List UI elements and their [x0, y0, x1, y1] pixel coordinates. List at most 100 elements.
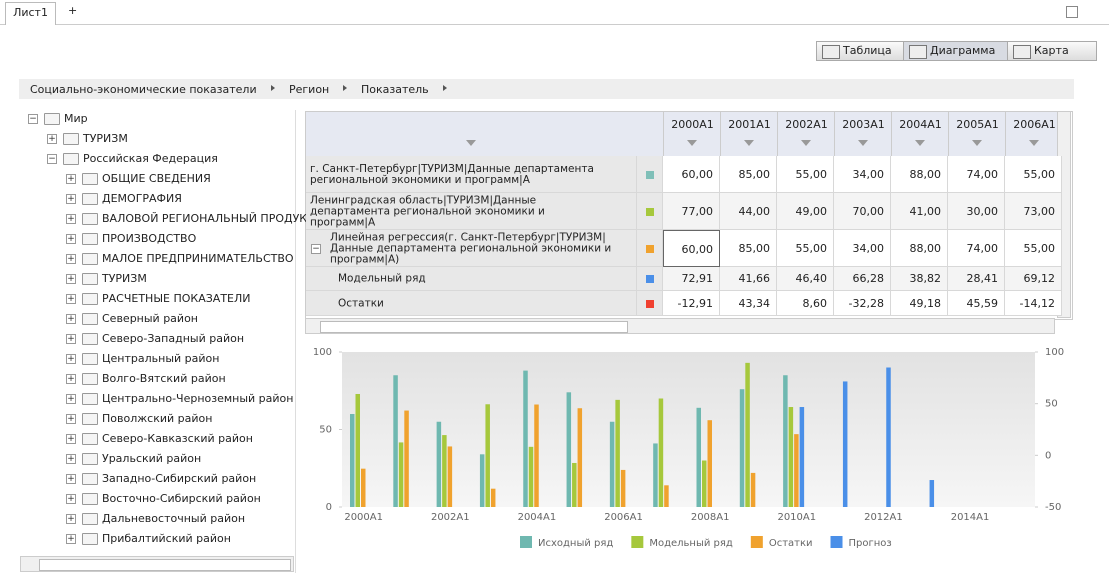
value-cell[interactable]: 38,82 — [891, 267, 948, 291]
value-cell[interactable]: 46,40 — [777, 267, 834, 291]
value-cell[interactable]: 70,00 — [834, 193, 891, 230]
value-cell[interactable]: 41,66 — [720, 267, 777, 291]
breadcrumb-arrow[interactable] — [343, 85, 347, 91]
tree-toggle[interactable]: − — [47, 154, 57, 164]
value-cell[interactable]: 30,00 — [948, 193, 1005, 230]
filter-icon[interactable] — [1029, 140, 1039, 146]
value-cell[interactable]: -32,28 — [834, 291, 891, 316]
tree-item[interactable]: Поволжский район — [102, 412, 213, 425]
value-cell[interactable]: 85,00 — [720, 230, 777, 267]
tree-toggle[interactable]: + — [66, 274, 76, 284]
tree-item[interactable]: Российская Федерация — [83, 152, 218, 165]
tree-toggle[interactable]: + — [66, 214, 76, 224]
filter-icon[interactable] — [972, 140, 982, 146]
value-cell[interactable]: 88,00 — [891, 230, 948, 267]
column-header-label[interactable]: 2005A1 — [956, 118, 999, 131]
tree-item[interactable]: ТУРИЗМ — [102, 272, 147, 285]
value-cell[interactable]: 44,00 — [720, 193, 777, 230]
value-cell[interactable]: 74,00 — [948, 230, 1005, 267]
value-cell[interactable]: 66,28 — [834, 267, 891, 291]
menu-icon[interactable] — [1066, 6, 1078, 18]
tree-toggle[interactable]: + — [66, 234, 76, 244]
value-cell[interactable]: 55,00 — [1005, 230, 1062, 267]
tree-toggle[interactable]: + — [47, 134, 57, 144]
filter-icon[interactable] — [801, 140, 811, 146]
add-tab[interactable]: + — [68, 4, 78, 17]
tree-item[interactable]: Центрально-Черноземный район — [102, 392, 294, 405]
tree-item[interactable]: ВАЛОВОЙ РЕГИОНАЛЬНЫЙ ПРОДУКТ — [102, 212, 314, 225]
value-cell[interactable]: -12,91 — [663, 291, 720, 316]
value-cell[interactable]: 88,00 — [891, 156, 948, 193]
value-cell[interactable]: 8,60 — [777, 291, 834, 316]
value-cell[interactable]: 28,41 — [948, 267, 1005, 291]
value-cell[interactable]: -14,12 — [1005, 291, 1062, 316]
column-header-label[interactable]: 2002A1 — [785, 118, 828, 131]
value-cell[interactable]: 60,00 — [663, 230, 720, 267]
tree-item[interactable]: ПРОИЗВОДСТВО — [102, 232, 197, 245]
column-header-label[interactable]: 2004A1 — [899, 118, 942, 131]
tree-item[interactable]: Дальневосточный район — [102, 512, 246, 525]
filter-icon[interactable] — [858, 140, 868, 146]
value-cell[interactable]: 43,34 — [720, 291, 777, 316]
breadcrumb-item[interactable]: Социально-экономические показатели — [30, 83, 257, 96]
breadcrumb-arrow[interactable] — [271, 85, 275, 91]
tree-toggle[interactable]: + — [66, 474, 76, 484]
tree-toggle[interactable]: + — [66, 414, 76, 424]
value-cell[interactable]: 55,00 — [777, 230, 834, 267]
value-cell[interactable]: 74,00 — [948, 156, 1005, 193]
column-header-label[interactable]: 2000A1 — [671, 118, 714, 131]
breadcrumb-arrow[interactable] — [443, 85, 447, 91]
tree-toggle[interactable]: + — [66, 174, 76, 184]
tree-toggle[interactable]: + — [66, 334, 76, 344]
value-cell[interactable]: 49,18 — [891, 291, 948, 316]
row-toggle[interactable]: − — [311, 243, 321, 254]
tree-toggle[interactable]: + — [66, 254, 76, 264]
value-cell[interactable]: 55,00 — [1005, 156, 1062, 193]
tree-item[interactable]: ТУРИЗМ — [83, 132, 128, 145]
tree-toggle[interactable]: + — [66, 374, 76, 384]
value-cell[interactable]: 85,00 — [720, 156, 777, 193]
tree-toggle[interactable]: + — [66, 394, 76, 404]
column-header-label[interactable]: 2006A1 — [1013, 118, 1056, 131]
tree-item[interactable]: Западно-Сибирский район — [102, 472, 257, 485]
tree-toggle[interactable]: + — [66, 354, 76, 364]
value-cell[interactable]: 72,91 — [663, 267, 720, 291]
value-cell[interactable]: 73,00 — [1005, 193, 1062, 230]
value-cell[interactable]: 34,00 — [834, 230, 891, 267]
tree-item[interactable]: Северо-Западный район — [102, 332, 245, 345]
value-cell[interactable]: 55,00 — [777, 156, 834, 193]
tree-item[interactable]: РАСЧЕТНЫЕ ПОКАЗАТЕЛИ — [102, 292, 251, 305]
toolbar-button[interactable]: Карта — [1007, 41, 1097, 61]
tree-item[interactable]: Центральный район — [102, 352, 220, 365]
toolbar-button[interactable]: Таблица — [816, 41, 920, 61]
tree-item[interactable]: Прибалтийский район — [102, 532, 231, 545]
value-cell[interactable]: 41,00 — [891, 193, 948, 230]
table-hscroll[interactable] — [305, 318, 1055, 334]
tree-item[interactable]: МАЛОЕ ПРЕДПРИНИМАТЕЛЬСТВО — [102, 252, 294, 265]
filter-icon[interactable] — [466, 140, 476, 146]
tree-toggle[interactable]: + — [66, 194, 76, 204]
tree-toggle[interactable]: + — [66, 494, 76, 504]
tree-toggle[interactable]: + — [66, 454, 76, 464]
column-header-label[interactable]: 2001A1 — [728, 118, 771, 131]
filter-icon[interactable] — [915, 140, 925, 146]
tree-item[interactable]: Восточно-Сибирский район — [102, 492, 261, 505]
tree-toggle[interactable]: + — [66, 534, 76, 544]
tree-item[interactable]: Уральский район — [102, 452, 202, 465]
filter-icon[interactable] — [687, 140, 697, 146]
filter-icon[interactable] — [744, 140, 754, 146]
tree-item[interactable]: Волго-Вятский район — [102, 372, 226, 385]
tree-toggle[interactable]: + — [66, 314, 76, 324]
tree-item[interactable]: Северо-Кавказский район — [102, 432, 253, 445]
tree-toggle[interactable]: + — [66, 434, 76, 444]
toolbar-button[interactable]: Диаграмма — [903, 41, 1023, 61]
tree-item[interactable]: Мир — [64, 112, 88, 125]
tree-item[interactable]: Северный район — [102, 312, 198, 325]
column-header-label[interactable]: 2003A1 — [842, 118, 885, 131]
tree-toggle[interactable]: + — [66, 294, 76, 304]
value-cell[interactable]: 34,00 — [834, 156, 891, 193]
value-cell[interactable]: 60,00 — [663, 156, 720, 193]
tree-toggle[interactable]: − — [28, 114, 38, 124]
value-cell[interactable]: 69,12 — [1005, 267, 1062, 291]
tree-scrollbar[interactable] — [20, 556, 294, 572]
